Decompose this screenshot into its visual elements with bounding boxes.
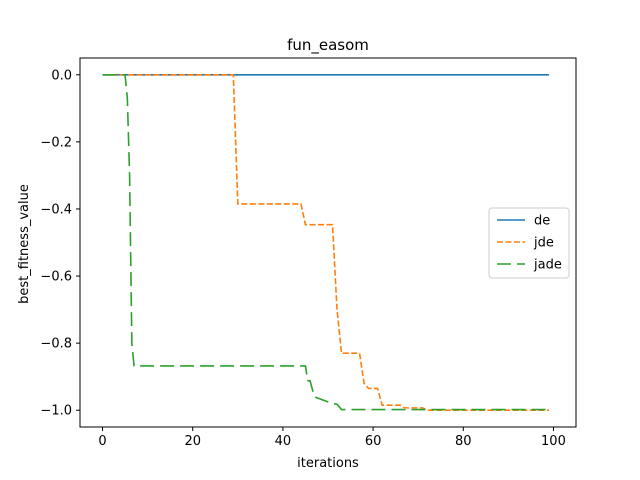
x-tick-label: 100 xyxy=(541,434,566,449)
legend-box xyxy=(488,207,570,279)
y-tick-label: −1.0 xyxy=(40,404,72,419)
legend-label-jde: jde xyxy=(533,236,554,251)
legend-label-de: de xyxy=(534,214,550,229)
series-line-jde xyxy=(102,73,549,412)
y-tick-label: −0.4 xyxy=(40,202,72,217)
x-axis: 0 20 40 60 80 100 xyxy=(98,427,566,449)
y-tick-label: −0.2 xyxy=(40,135,72,150)
x-tick-label: 80 xyxy=(455,434,472,449)
y-axis-label: best_fitness_value xyxy=(17,184,32,304)
x-axis-label: iterations xyxy=(297,456,359,471)
legend-label-jade: jade xyxy=(533,258,562,273)
x-tick-label: 0 xyxy=(98,434,106,449)
chart-title: fun_easom xyxy=(287,36,369,55)
x-tick-label: 40 xyxy=(275,434,292,449)
y-axis: 0.0 −0.2 −0.4 −0.6 −0.8 −1.0 xyxy=(40,68,80,419)
series-line-jade xyxy=(102,73,549,411)
y-tick-label: −0.8 xyxy=(40,337,72,352)
y-tick-label: 0.0 xyxy=(51,68,72,83)
series-layer xyxy=(102,73,549,412)
legend: de jde jade xyxy=(488,207,570,279)
x-tick-label: 60 xyxy=(365,434,382,449)
x-tick-label: 20 xyxy=(184,434,201,449)
plot-frame xyxy=(79,57,577,428)
y-tick-label: −0.6 xyxy=(40,270,72,285)
